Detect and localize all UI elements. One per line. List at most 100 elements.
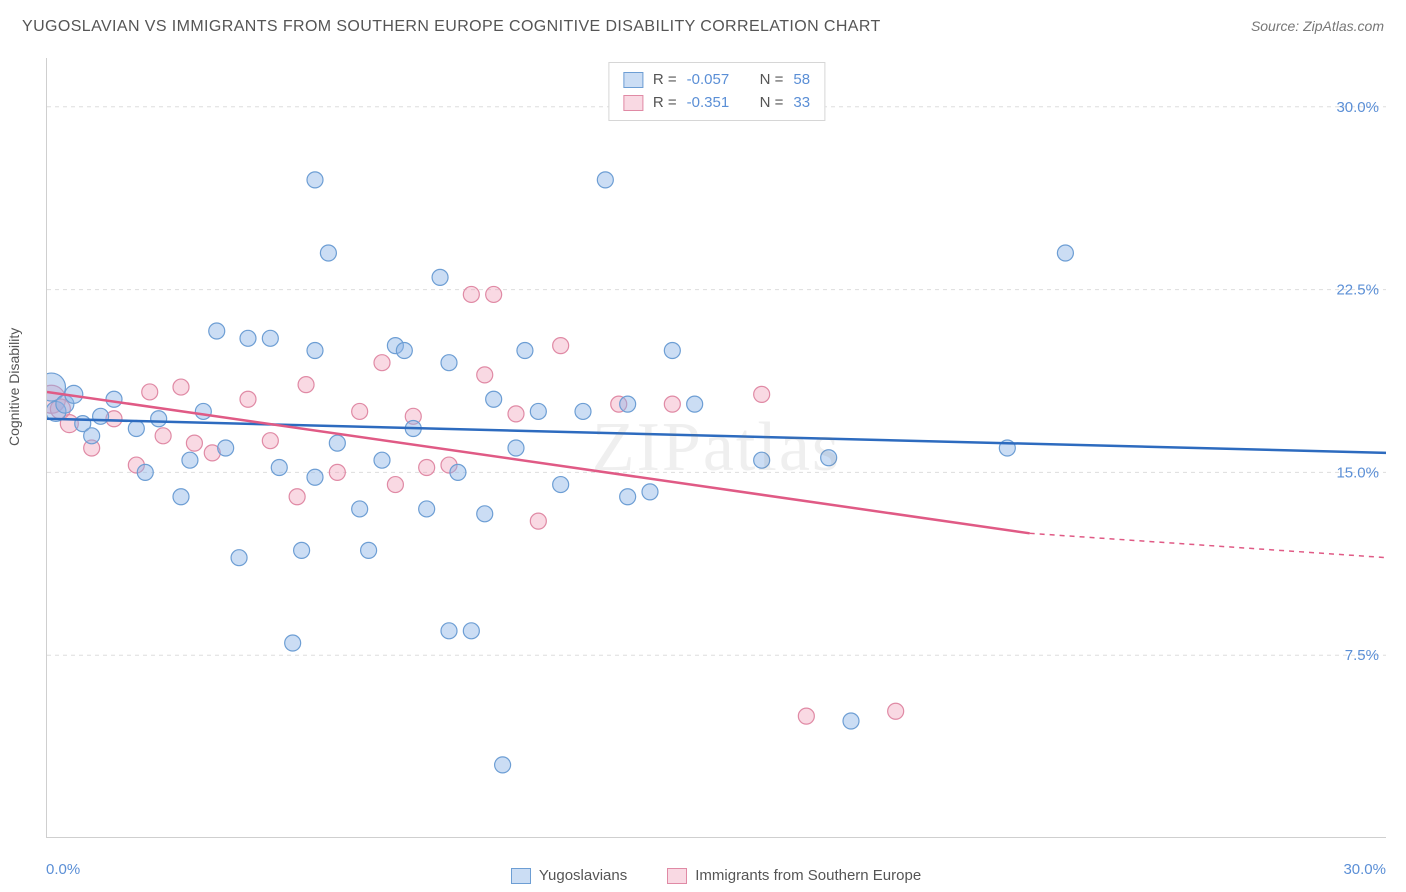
series-a-point	[432, 269, 448, 285]
legend-r-label: R =	[653, 69, 677, 92]
series-b-point	[173, 379, 189, 395]
series-b-point	[530, 513, 546, 529]
series-a-point	[620, 396, 636, 412]
legend-item: Immigrants from Southern Europe	[667, 867, 921, 884]
series-a-point	[137, 464, 153, 480]
series-a-point	[575, 403, 591, 419]
plot-area: ZIPatlas R =-0.057N =58R =-0.351N =33 7.…	[46, 58, 1386, 838]
series-b-point	[888, 703, 904, 719]
series-a-point	[320, 245, 336, 261]
series-a-point	[329, 435, 345, 451]
x-axis-label: 0.0%	[46, 861, 80, 878]
legend-row: R = -0.057 N = 58	[623, 69, 810, 92]
legend-row: R =-0.351N =33	[623, 92, 810, 115]
chart-svg: 7.5%15.0%22.5%30.0%	[47, 58, 1386, 837]
series-a-point	[128, 421, 144, 437]
series-a-point	[553, 477, 569, 493]
series-b-point	[508, 406, 524, 422]
legend-n-value: 58	[793, 69, 810, 92]
series-a-point	[240, 330, 256, 346]
y-tick-label: 7.5%	[1345, 647, 1379, 664]
y-axis-title: Cognitive Disability	[6, 328, 22, 446]
series-a-point	[361, 542, 377, 558]
series-a-point	[517, 343, 533, 359]
series-a-point	[307, 469, 323, 485]
series-a-point	[352, 501, 368, 517]
series-a-point	[218, 440, 234, 456]
legend-item: Yugoslavians	[511, 867, 627, 884]
series-a-point	[687, 396, 703, 412]
chart-title: YUGOSLAVIAN VS IMMIGRANTS FROM SOUTHERN …	[22, 18, 881, 35]
series-a-point	[597, 172, 613, 188]
series-b-point	[352, 403, 368, 419]
series-b-point	[289, 489, 305, 505]
legend-r-value: -0.057	[687, 69, 742, 92]
legend-swatch	[623, 72, 643, 88]
y-tick-label: 15.0%	[1336, 464, 1379, 481]
series-a-point	[664, 343, 680, 359]
series-a-point	[463, 623, 479, 639]
legend-swatch	[623, 95, 643, 111]
series-a-point	[441, 355, 457, 371]
series-a-point	[151, 411, 167, 427]
series-a-point	[450, 464, 466, 480]
series-a-point	[173, 489, 189, 505]
series-b-point	[329, 464, 345, 480]
series-b-point	[486, 286, 502, 302]
trend-line-a	[47, 419, 1386, 453]
legend-label: Yugoslavians	[539, 867, 627, 884]
legend-r-label: R =	[653, 92, 677, 115]
legend-label: Immigrants from Southern Europe	[695, 867, 921, 884]
series-a-point	[1057, 245, 1073, 261]
series-a-point	[195, 403, 211, 419]
legend-r-value: -0.351	[687, 92, 742, 115]
series-a-point	[307, 172, 323, 188]
series-b-point	[798, 708, 814, 724]
series-b-point	[240, 391, 256, 407]
x-axis-label: 30.0%	[1343, 861, 1386, 878]
series-b-point	[298, 377, 314, 393]
series-a-point	[231, 550, 247, 566]
series-a-point	[486, 391, 502, 407]
legend-n-label: N =	[760, 69, 784, 92]
legend-n-value: 33	[793, 92, 810, 115]
series-b-point	[754, 386, 770, 402]
series-a-point	[262, 330, 278, 346]
series-a-point	[84, 428, 100, 444]
series-a-point	[93, 408, 109, 424]
series-b-point	[186, 435, 202, 451]
series-a-point	[754, 452, 770, 468]
series-a-point	[419, 501, 435, 517]
series-a-point	[495, 757, 511, 773]
series-b-point	[387, 477, 403, 493]
series-b-point	[419, 460, 435, 476]
series-a-point	[307, 343, 323, 359]
series-b-point	[155, 428, 171, 444]
series-b-point	[477, 367, 493, 383]
series-a-point	[508, 440, 524, 456]
series-a-point	[821, 450, 837, 466]
series-a-point	[642, 484, 658, 500]
series-a-point	[182, 452, 198, 468]
series-a-point	[106, 391, 122, 407]
series-a-point	[396, 343, 412, 359]
series-a-point	[271, 460, 287, 476]
legend-swatch	[667, 868, 687, 884]
legend-series: Yugoslavians Immigrants from Southern Eur…	[46, 867, 1386, 884]
trend-line-b-dashed	[1030, 533, 1386, 557]
y-tick-label: 22.5%	[1336, 282, 1379, 299]
series-a-point	[530, 403, 546, 419]
series-a-point	[477, 506, 493, 522]
legend-swatch	[511, 868, 531, 884]
legend-correlation: R = -0.057 N = 58R = -0.351 N = 33	[608, 62, 825, 121]
series-b-point	[374, 355, 390, 371]
series-b-point	[142, 384, 158, 400]
series-b-point	[664, 396, 680, 412]
series-a-point	[374, 452, 390, 468]
series-a-point	[620, 489, 636, 505]
series-b-point	[262, 433, 278, 449]
series-a-point	[294, 542, 310, 558]
series-a-point	[843, 713, 859, 729]
series-a-point	[441, 623, 457, 639]
series-b-point	[553, 338, 569, 354]
